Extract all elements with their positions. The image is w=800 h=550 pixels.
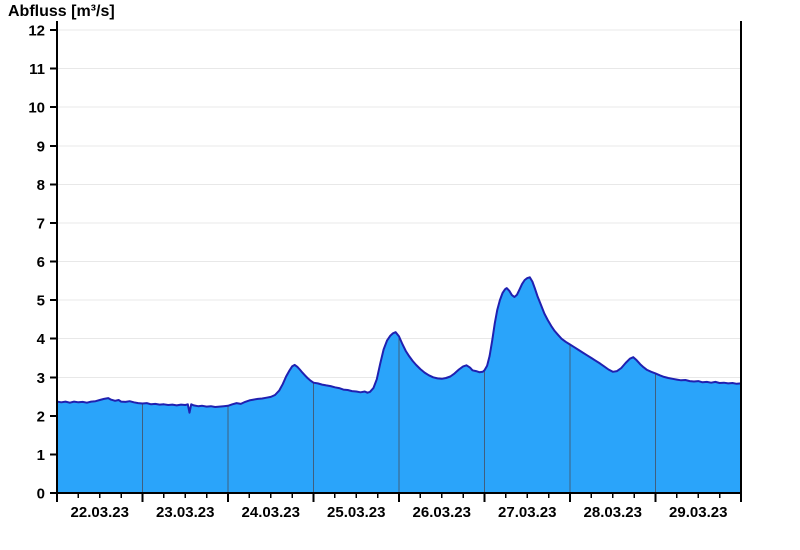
y-tick-label: 7: [37, 215, 45, 232]
y-tick-label: 2: [37, 408, 45, 425]
y-tick-label: 1: [37, 447, 45, 464]
y-tick-label: 12: [28, 23, 45, 40]
y-tick-label: 8: [37, 177, 45, 194]
x-tick-label: 27.03.23: [498, 504, 556, 521]
y-tick-label: 11: [29, 61, 45, 78]
y-tick-label: 5: [37, 293, 45, 310]
x-tick-label: 26.03.23: [413, 504, 471, 521]
x-tick-label: 28.03.23: [584, 504, 642, 521]
x-tick-label: 22.03.23: [71, 504, 129, 521]
y-tick-label: 0: [37, 486, 45, 503]
chart-title: Abfluss [m³/s]: [8, 3, 115, 20]
x-tick-label: 24.03.23: [242, 504, 300, 521]
series-line: [56, 276, 742, 414]
y-tick-label: 10: [28, 100, 45, 117]
y-tick-label: 9: [37, 138, 45, 155]
x-tick-label: 25.03.23: [327, 504, 385, 521]
x-tick-label: 29.03.23: [669, 504, 727, 521]
y-tick-label: 3: [37, 370, 45, 387]
y-tick-label: 4: [37, 331, 46, 348]
x-tick-label: 23.03.23: [156, 504, 214, 521]
y-tick-label: 6: [37, 254, 45, 271]
